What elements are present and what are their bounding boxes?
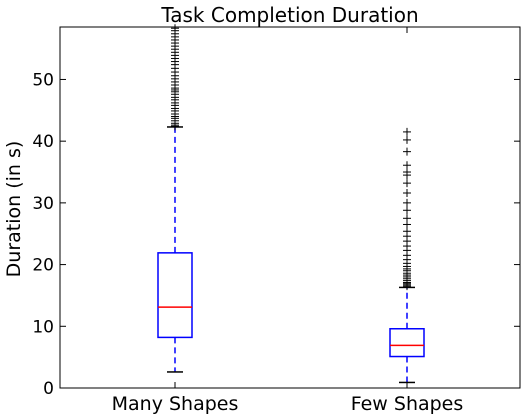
x-category-label: Few Shapes: [351, 393, 464, 415]
iqr-box: [389, 328, 425, 358]
plot-area-frame: [59, 26, 521, 389]
x-category-label: Many Shapes: [112, 393, 239, 415]
flier-point: [403, 188, 411, 197]
y-tick-label: 50: [32, 70, 54, 90]
flier-point: [403, 135, 411, 144]
y-tick-label: 10: [32, 317, 54, 337]
y-tick-label: 30: [32, 194, 54, 214]
flier-point: [403, 168, 411, 177]
x-axis-categories: Many Shapes Few Shapes: [112, 393, 464, 415]
y-tick-label: 0: [43, 379, 54, 399]
flier-point: [403, 161, 411, 170]
flier-point: [403, 198, 411, 207]
flier-point: [403, 179, 411, 188]
chart-title: Task Completion Duration: [160, 3, 418, 27]
box-group: [389, 27, 425, 388]
y-tick-label: 20: [32, 256, 54, 276]
flier-point: [403, 227, 411, 236]
box-group: [157, 24, 193, 388]
iqr-box: [157, 252, 193, 339]
flier-point: [403, 147, 411, 156]
box-series: [157, 24, 425, 388]
flier-point: [403, 214, 411, 223]
y-axis-ticks: 0 10 20 30 40 50: [32, 70, 520, 399]
y-tick-label: 40: [32, 132, 54, 152]
flier-point: [403, 206, 411, 215]
y-axis-label: Duration (in s): [3, 141, 25, 278]
flier-point: [403, 127, 411, 136]
flier-point: [171, 24, 179, 33]
